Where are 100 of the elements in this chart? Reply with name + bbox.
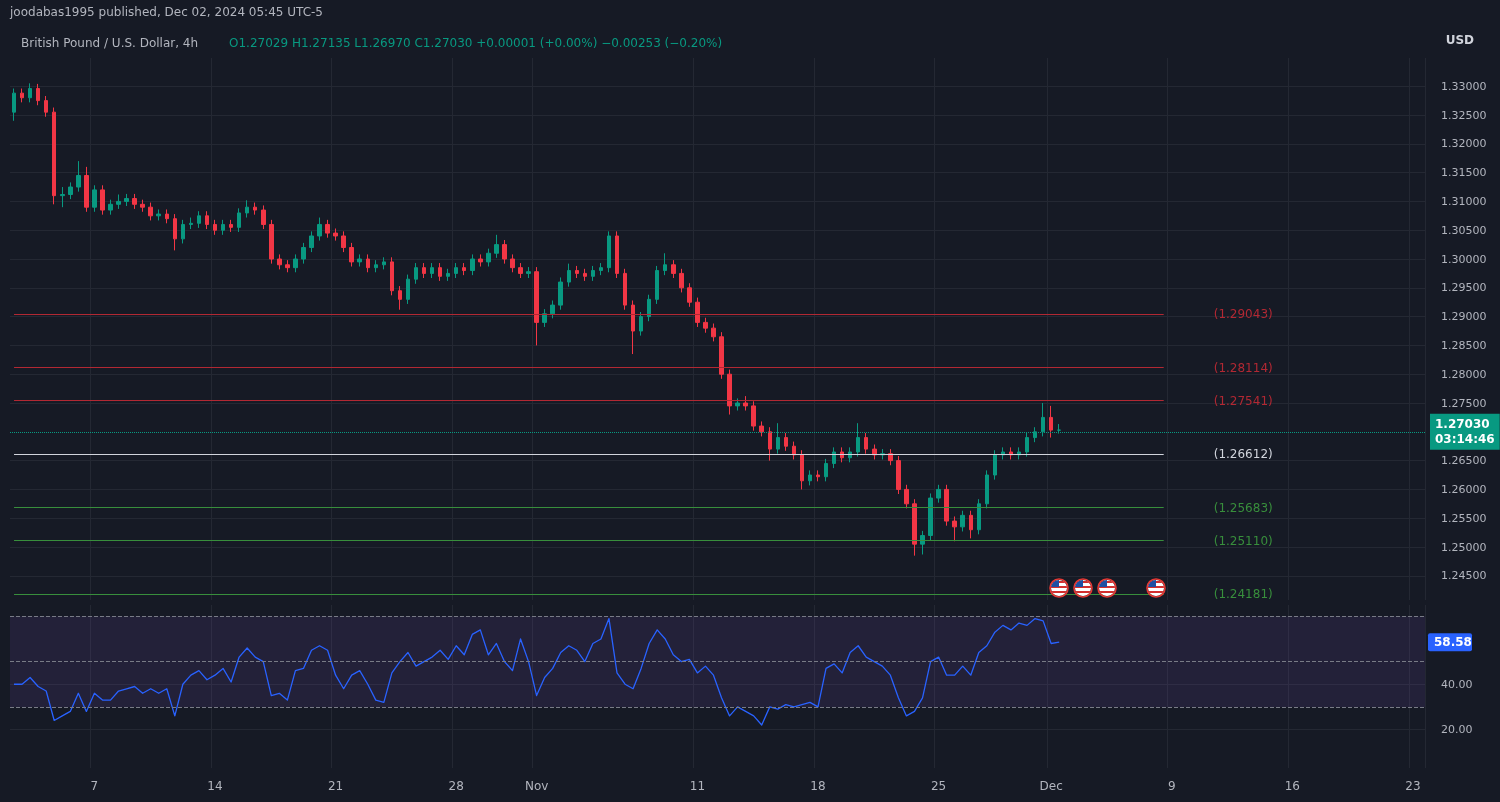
candlestick bbox=[406, 274, 410, 305]
y-tick-label: 1.27500 bbox=[1441, 396, 1487, 410]
candlestick bbox=[912, 498, 917, 557]
candlestick bbox=[390, 256, 394, 296]
candlestick bbox=[398, 285, 402, 311]
candlestick bbox=[510, 253, 515, 273]
candlestick bbox=[502, 239, 507, 265]
candlestick bbox=[591, 265, 595, 282]
y-tick-label: 1.31500 bbox=[1441, 166, 1487, 180]
candlestick bbox=[309, 230, 314, 253]
candlestick bbox=[832, 446, 836, 469]
chart-title: British Pound / U.S. Dollar, 4h bbox=[21, 36, 199, 50]
text: 03:14:46 bbox=[1435, 432, 1495, 447]
candlestick bbox=[952, 515, 957, 542]
candlestick bbox=[647, 294, 651, 322]
x-tick-label: 18 bbox=[810, 779, 826, 793]
x-tick-label: 23 bbox=[1405, 779, 1421, 793]
candlestick bbox=[173, 213, 177, 251]
ref-line-label: (1.29043) bbox=[1213, 307, 1273, 322]
y-tick-label: 1.31000 bbox=[1441, 194, 1487, 208]
candlestick bbox=[333, 227, 338, 242]
candlestick bbox=[285, 259, 290, 273]
candlestick bbox=[1049, 405, 1053, 439]
candlestick bbox=[132, 193, 137, 210]
ref-line-label: (1.25683) bbox=[1213, 500, 1273, 515]
x-tick-label: 7 bbox=[90, 779, 99, 793]
candlestick bbox=[20, 88, 24, 103]
candlestick bbox=[438, 262, 442, 282]
candlestick bbox=[36, 83, 40, 106]
candlestick bbox=[743, 395, 748, 411]
candlestick bbox=[124, 193, 129, 207]
candlestick bbox=[116, 194, 121, 210]
x-tick-label: 25 bbox=[930, 779, 947, 793]
candlestick bbox=[374, 259, 378, 273]
candlestick bbox=[567, 263, 571, 288]
candlestick bbox=[197, 210, 201, 229]
candlestick bbox=[896, 455, 901, 495]
y-tick-label: 1.32000 bbox=[1441, 137, 1487, 151]
y-tick-label: 1.30000 bbox=[1441, 252, 1487, 266]
candlestick bbox=[317, 217, 322, 242]
candlestick bbox=[76, 160, 81, 193]
candlestick bbox=[478, 253, 483, 268]
candlestick bbox=[181, 219, 185, 244]
candlestick bbox=[607, 230, 611, 273]
x-tick-label: Nov bbox=[524, 779, 549, 793]
candlestick bbox=[703, 317, 708, 334]
candlestick bbox=[213, 219, 217, 236]
y-tick-label: 1.28000 bbox=[1441, 367, 1487, 381]
candlestick bbox=[631, 299, 635, 355]
candlestick bbox=[944, 484, 949, 527]
candlestick bbox=[229, 219, 233, 233]
candlestick bbox=[751, 400, 756, 432]
y-tick-label: 20.00 bbox=[1441, 723, 1473, 737]
text: joodabas1995 published, Dec 02, 2024 05:45 UTC-5 bbox=[9, 5, 323, 19]
candlestick bbox=[719, 331, 724, 380]
candlestick bbox=[446, 268, 450, 282]
candlestick bbox=[140, 199, 145, 213]
candlestick bbox=[92, 184, 97, 213]
candlestick bbox=[679, 268, 684, 293]
ref-line-label: (1.25110) bbox=[1213, 533, 1273, 548]
candlestick bbox=[44, 95, 48, 118]
x-tick-label: 14 bbox=[207, 779, 223, 793]
candlestick bbox=[366, 253, 370, 273]
candlestick bbox=[422, 262, 426, 279]
candlestick bbox=[671, 259, 676, 279]
y-tick-label: 1.25000 bbox=[1441, 540, 1487, 554]
candlestick bbox=[414, 262, 418, 285]
x-tick-label: 9 bbox=[1167, 779, 1176, 793]
line-series bbox=[13, 617, 1060, 726]
candlestick bbox=[542, 308, 547, 328]
candlestick bbox=[454, 262, 458, 279]
candlestick bbox=[100, 184, 105, 216]
y-tick-label: 40.00 bbox=[1441, 677, 1473, 691]
candlestick bbox=[357, 253, 362, 268]
candlestick bbox=[462, 262, 466, 276]
ref-line-label: (1.26612) bbox=[1213, 447, 1273, 462]
candlestick bbox=[969, 510, 973, 539]
candlestick bbox=[727, 369, 732, 416]
candlestick bbox=[615, 230, 619, 279]
candlestick bbox=[687, 282, 692, 308]
y-tick-label: 1.33000 bbox=[1441, 79, 1487, 93]
x-tick-label: Dec bbox=[1039, 779, 1063, 793]
candlestick bbox=[341, 230, 346, 253]
candlestick bbox=[253, 202, 257, 216]
y-tick-label: 1.26000 bbox=[1441, 482, 1487, 496]
candlestick bbox=[768, 426, 772, 462]
text: 58.58 bbox=[1434, 635, 1472, 650]
candlestick bbox=[237, 207, 241, 233]
candlestick bbox=[108, 199, 113, 216]
candlestick bbox=[382, 256, 386, 270]
candlestick bbox=[623, 268, 627, 311]
candlestick bbox=[558, 276, 563, 311]
candlestick bbox=[928, 492, 933, 541]
candlestick bbox=[221, 219, 225, 236]
candlestick bbox=[84, 166, 89, 213]
candlestick bbox=[269, 219, 274, 265]
candlestick bbox=[325, 219, 330, 239]
candlestick bbox=[985, 469, 989, 509]
candlestick bbox=[936, 484, 941, 504]
candlestick bbox=[993, 449, 997, 481]
